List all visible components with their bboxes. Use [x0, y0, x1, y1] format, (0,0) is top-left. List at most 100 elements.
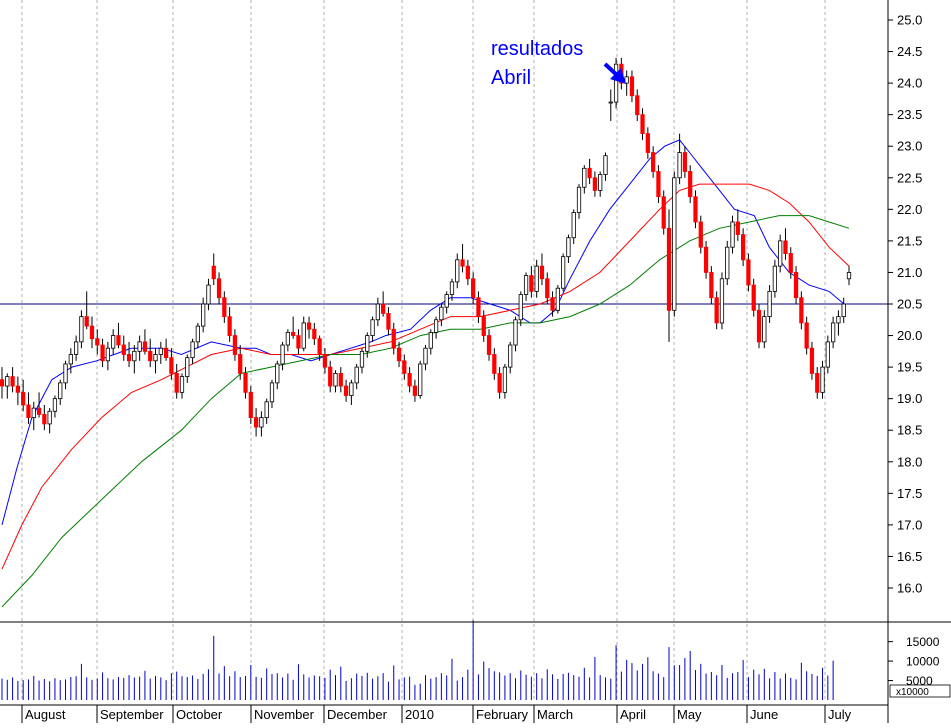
candle	[153, 348, 158, 374]
candle	[756, 304, 762, 349]
candle	[449, 278, 455, 301]
candle	[36, 392, 42, 418]
candle	[423, 345, 428, 371]
candle-body	[836, 316, 841, 324]
candle-body	[714, 297, 719, 324]
candle	[428, 329, 433, 355]
candle	[534, 259, 539, 298]
candle	[825, 335, 830, 374]
candle	[15, 376, 21, 405]
candle-body	[730, 221, 735, 248]
candle	[174, 363, 179, 399]
candle-body	[84, 316, 89, 327]
candle-body	[799, 297, 804, 324]
gridlines	[21, 0, 826, 700]
candle-body	[830, 322, 836, 343]
candle	[105, 341, 110, 371]
annotation-line-1: resultados	[491, 38, 583, 60]
candle	[571, 209, 576, 245]
candle-body	[651, 152, 656, 172]
candle	[248, 386, 253, 424]
candle	[635, 89, 640, 121]
candle-body	[248, 391, 253, 419]
candle-body	[201, 303, 206, 327]
candle	[169, 348, 174, 380]
candle-body	[529, 275, 534, 292]
candle	[476, 291, 481, 323]
candle	[296, 329, 301, 355]
candle-body	[36, 407, 42, 415]
month-label: June	[750, 707, 778, 722]
candle	[42, 404, 47, 431]
candle	[730, 215, 735, 254]
candle-body	[820, 366, 825, 393]
candle-body	[778, 240, 783, 267]
candle	[545, 272, 550, 304]
candle	[291, 316, 296, 339]
candle-body	[582, 167, 587, 188]
candle-body	[418, 363, 423, 396]
candle	[455, 253, 460, 289]
price-tick-label: 19.0	[897, 391, 922, 406]
candle	[471, 272, 476, 304]
candle	[322, 348, 328, 374]
candle-body	[767, 290, 772, 318]
candle	[391, 322, 396, 355]
candle-body	[243, 373, 248, 393]
candle	[190, 338, 195, 364]
candle-body	[735, 221, 740, 235]
candle-body	[73, 341, 79, 355]
candle	[5, 373, 10, 399]
candle-body	[121, 344, 126, 355]
candle-body	[635, 95, 640, 116]
price-tick-label: 19.5	[897, 360, 922, 375]
candle	[285, 329, 290, 352]
candle-body	[751, 284, 756, 311]
volume-unit-box	[889, 684, 951, 698]
candle	[486, 329, 492, 361]
candle-body	[555, 287, 560, 311]
candle-body	[566, 237, 571, 258]
candle	[598, 171, 603, 197]
candle	[539, 253, 545, 286]
candle	[269, 379, 275, 409]
candle	[312, 322, 317, 346]
candle	[460, 244, 465, 273]
candle-body	[158, 347, 163, 355]
month-label: May	[677, 707, 702, 722]
candle	[243, 367, 248, 399]
candle-body	[280, 344, 285, 365]
candle-body	[783, 240, 788, 254]
candle	[227, 307, 232, 342]
candle	[608, 89, 613, 121]
candle-body	[79, 316, 84, 343]
candle	[767, 285, 772, 323]
candle	[52, 395, 58, 418]
candle	[179, 373, 185, 399]
candle	[349, 379, 354, 405]
candle-body	[592, 177, 598, 191]
candle	[746, 253, 751, 292]
candle	[354, 363, 359, 390]
candle	[280, 341, 285, 371]
candle-body	[815, 373, 820, 393]
candle-body	[317, 338, 322, 355]
candle-body	[21, 391, 26, 406]
price-tick-label: 23.5	[897, 107, 922, 122]
candle	[121, 335, 126, 361]
candle	[629, 70, 635, 103]
price-tick-label: 17.5	[897, 486, 922, 501]
candle	[222, 291, 227, 323]
candle	[592, 171, 598, 197]
candle-body	[455, 259, 460, 283]
candle	[693, 190, 698, 229]
candle	[703, 240, 709, 279]
candle	[63, 360, 68, 390]
candle	[142, 329, 148, 355]
candle-body	[825, 341, 830, 368]
moving-average-line	[1, 183, 850, 570]
candle	[126, 341, 132, 368]
candle	[815, 367, 820, 399]
